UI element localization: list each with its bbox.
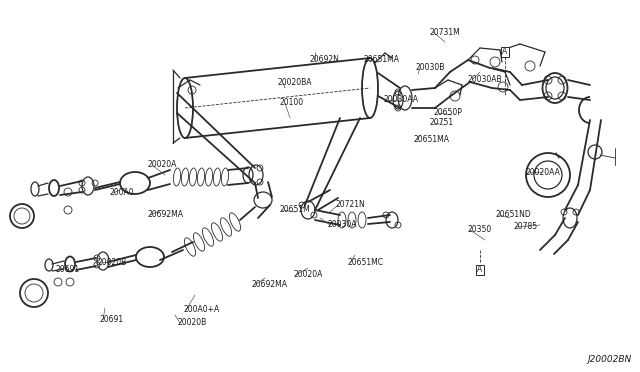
Text: 20020B: 20020B	[98, 258, 127, 267]
Text: 20020BA: 20020BA	[278, 78, 312, 87]
Text: 20020B: 20020B	[177, 318, 206, 327]
Text: 20350: 20350	[467, 225, 492, 234]
Text: J20002BN: J20002BN	[588, 355, 632, 364]
Text: 20020AA: 20020AA	[525, 168, 560, 177]
Text: 20691: 20691	[56, 265, 80, 274]
Text: 20030B: 20030B	[416, 63, 445, 72]
Text: 20030AB: 20030AB	[468, 75, 502, 84]
Text: 20030A: 20030A	[327, 220, 356, 229]
Text: 20751: 20751	[430, 118, 454, 127]
Text: 20651ND: 20651ND	[496, 210, 532, 219]
Text: 20651MC: 20651MC	[347, 258, 383, 267]
Text: 20100: 20100	[280, 98, 304, 107]
Text: 200A0: 200A0	[110, 188, 134, 197]
Text: 20650P: 20650P	[434, 108, 463, 117]
Text: 20651M: 20651M	[279, 205, 310, 214]
Text: 20731M: 20731M	[430, 28, 461, 37]
Text: 200A0+A: 200A0+A	[183, 305, 220, 314]
Text: 20721N: 20721N	[335, 200, 365, 209]
Text: 20030AA: 20030AA	[383, 95, 418, 104]
Text: 20651MA: 20651MA	[413, 135, 449, 144]
Text: A: A	[502, 48, 508, 57]
Text: 20020A: 20020A	[148, 160, 177, 169]
Text: 20020A: 20020A	[293, 270, 323, 279]
Text: 20691: 20691	[100, 315, 124, 324]
Text: 20785: 20785	[513, 222, 537, 231]
Text: 20692N: 20692N	[310, 55, 340, 64]
Text: 20692MA: 20692MA	[147, 210, 183, 219]
Text: 20692MA: 20692MA	[252, 280, 288, 289]
Text: 20651MA: 20651MA	[363, 55, 399, 64]
Text: A: A	[477, 266, 483, 275]
